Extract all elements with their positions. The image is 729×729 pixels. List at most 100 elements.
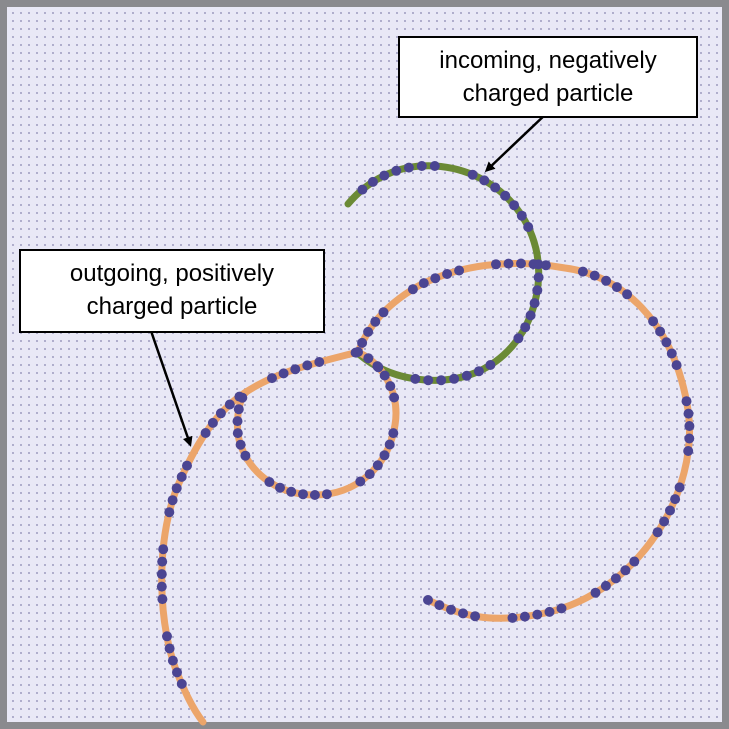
detector-hit-dot <box>156 581 167 592</box>
detector-hit-dot <box>302 360 313 371</box>
detector-hit-dot <box>610 573 621 584</box>
detector-hit-dot <box>158 544 169 555</box>
detector-hit-dot <box>403 162 414 173</box>
detector-hit-dot <box>458 608 468 619</box>
incoming-particle-label: incoming, negatively charged particle <box>398 36 698 118</box>
outgoing-label-line-1: outgoing, positively <box>69 260 275 287</box>
detector-hit-dot <box>167 495 178 506</box>
detector-hit-dot <box>372 361 383 372</box>
detector-hit-dot <box>442 269 453 279</box>
detector-hit-dot <box>648 316 659 327</box>
detector-hit-dot <box>379 170 390 181</box>
detector-hit-dot <box>423 595 433 605</box>
detector-hit-dot <box>416 161 427 171</box>
detector-hit-dot <box>157 594 168 605</box>
detector-hit-dot <box>182 460 192 471</box>
detector-hit-dot <box>167 655 178 666</box>
detector-hit-dot <box>446 604 456 615</box>
detector-hit-dot <box>454 265 465 276</box>
detector-hit-dot <box>661 337 672 348</box>
detector-hits <box>156 161 695 689</box>
detector-hit-dot <box>286 486 297 497</box>
detector-hit-dot <box>207 417 218 428</box>
detector-hit-dot <box>622 289 633 300</box>
detector-hit-dot <box>659 516 670 527</box>
incoming-label-line-1: incoming, negatively <box>439 47 657 74</box>
detector-hit-dot <box>410 373 421 384</box>
detector-hit-dot <box>655 326 666 337</box>
detector-hit-dot <box>490 182 501 193</box>
detector-hit-dot <box>674 482 685 493</box>
detector-hit-dot <box>372 460 383 471</box>
detector-hit-dot <box>385 381 396 392</box>
detector-hit-dot <box>600 580 611 591</box>
detector-hit-dot <box>355 476 366 487</box>
detector-hit-dot <box>629 556 640 567</box>
detector-hit-dot <box>200 428 211 438</box>
detector-hit-dot <box>670 494 681 505</box>
detector-hit-dot <box>224 399 235 410</box>
detector-hit-dot <box>232 428 243 439</box>
detector-hit-dot <box>528 259 539 270</box>
detector-hit-dot <box>407 284 418 295</box>
detector-hit-dot <box>503 258 514 269</box>
detector-hit-dot <box>378 307 389 318</box>
detector-hit-dot <box>364 469 375 480</box>
detector-hit-dot <box>353 347 363 357</box>
detector-hit-dot <box>388 428 399 439</box>
detector-hit-dot <box>418 278 429 289</box>
detector-hit-dot <box>479 175 490 186</box>
detector-hit-dot <box>434 600 445 611</box>
detector-hit-dot <box>500 190 511 201</box>
detector-hit-dot <box>171 483 182 494</box>
detector-hit-dot <box>367 176 378 187</box>
detector-hit-dot <box>516 210 527 221</box>
detector-hit-dot <box>215 408 226 419</box>
detector-hit-dot <box>357 184 368 195</box>
outgoing-label-line-2: charged particle <box>86 293 258 320</box>
detector-hit-dot <box>379 370 390 381</box>
detector-hit-dot <box>681 396 692 407</box>
detector-hit-dot <box>430 273 441 284</box>
detector-hit-dot <box>429 161 440 171</box>
detector-hit-dot <box>666 348 677 359</box>
detector-hit-dot <box>264 477 275 487</box>
detector-hit-dot <box>240 450 251 461</box>
detector-hit-dot <box>176 471 187 482</box>
detector-hit-dot <box>513 333 524 344</box>
detector-hit-dot <box>577 266 588 277</box>
detector-hit-dot <box>540 260 551 271</box>
detector-hit-dot <box>278 368 289 379</box>
detector-hit-dot <box>157 556 168 567</box>
detector-hit-dot <box>523 222 534 232</box>
detector-hit-dot <box>516 258 526 269</box>
detector-hit-dot <box>267 373 277 384</box>
detector-hit-dot <box>529 298 540 309</box>
detector-hit-dot <box>164 507 175 518</box>
detector-hit-dot <box>235 439 246 450</box>
detector-hit-dot <box>233 404 244 415</box>
outgoing-label-arrow <box>148 327 193 447</box>
detector-hit-dot <box>164 643 175 654</box>
detector-hit-dot <box>172 667 182 678</box>
detector-hit-dot <box>232 416 243 427</box>
outgoing-particle-label: outgoing, positively charged particle <box>19 249 325 333</box>
detector-hit-dot <box>470 611 481 622</box>
detector-hit-dot <box>309 490 320 500</box>
detector-hit-dot <box>363 326 374 337</box>
detector-hit-dot <box>683 408 694 419</box>
detector-hit-dot <box>491 259 501 270</box>
detector-hit-dot <box>532 285 543 296</box>
detector-hit-dot <box>156 569 167 580</box>
detector-hit-dot <box>436 375 447 386</box>
detector-hit-dot <box>671 360 682 371</box>
detector-hit-dot <box>176 678 187 689</box>
incoming-label-line-2: charged particle <box>462 80 634 107</box>
detector-hit-dot <box>389 392 400 403</box>
detector-hit-dot <box>363 353 374 364</box>
detector-hit-dot <box>370 316 381 327</box>
detector-hit-dot <box>533 272 544 283</box>
detector-hit-dot <box>237 392 248 403</box>
detector-hit-dot <box>449 373 460 384</box>
